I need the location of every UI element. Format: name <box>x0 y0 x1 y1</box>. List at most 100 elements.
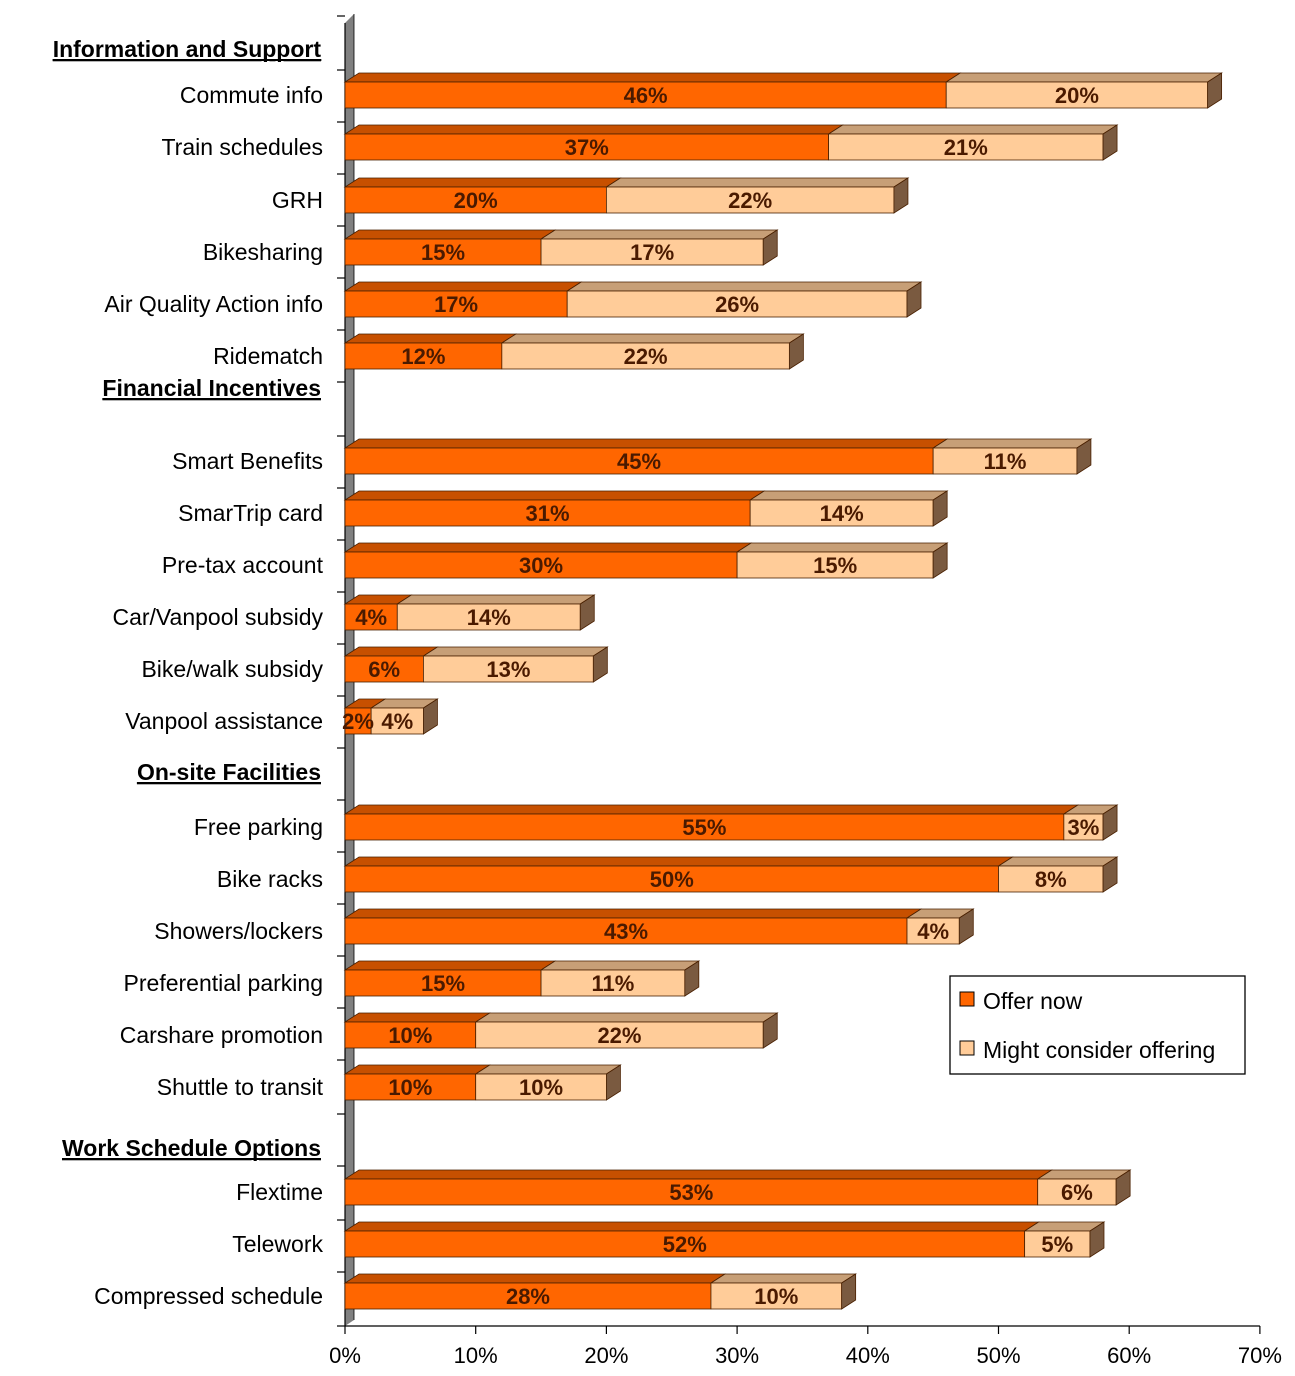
data-label: 17% <box>434 292 478 317</box>
bar-side <box>788 333 804 370</box>
bars-layer <box>343 72 1223 1310</box>
x-tick-label: 40% <box>846 1343 890 1368</box>
bar-might-consider <box>606 186 895 214</box>
data-label: 14% <box>820 501 864 526</box>
data-label: 26% <box>715 292 759 317</box>
bar-might-consider <box>475 1073 607 1101</box>
bar-side <box>1207 72 1223 109</box>
data-label: 21% <box>944 135 988 160</box>
bar-offer-now <box>344 133 829 161</box>
bar-offer-now <box>344 499 751 527</box>
bar-offer-now <box>344 238 542 266</box>
data-label: 31% <box>526 501 570 526</box>
bar-top-offer-now <box>343 177 622 188</box>
bar-side <box>932 490 948 527</box>
bar-top-offer-now <box>343 1064 492 1075</box>
bar-top-offer-now <box>343 1012 492 1023</box>
data-label: 12% <box>401 344 445 369</box>
bar-offer-now <box>344 1282 712 1310</box>
x-tick-label: 50% <box>976 1343 1020 1368</box>
data-label: 3% <box>1068 815 1100 840</box>
data-label: 17% <box>630 240 674 265</box>
data-label: 46% <box>624 83 668 108</box>
data-label: 13% <box>486 657 530 682</box>
bar-top-offer-now <box>343 908 923 919</box>
bar-top-offer-now <box>343 960 557 971</box>
data-label: 53% <box>669 1180 713 1205</box>
bar-might-consider <box>710 1282 843 1310</box>
bar-offer-now <box>344 813 1065 841</box>
data-label: 45% <box>617 449 661 474</box>
data-label: 15% <box>813 553 857 578</box>
bar-side <box>932 542 948 579</box>
data-label: 20% <box>1055 83 1099 108</box>
bar-offer-now <box>344 81 947 109</box>
section-heading: Financial Incentives <box>102 375 321 401</box>
bar-top-might-consider <box>931 438 1093 449</box>
bar-might-consider <box>945 81 1209 109</box>
bar-top-might-consider <box>827 124 1119 135</box>
bar-side <box>1076 438 1092 475</box>
data-label: 15% <box>421 240 465 265</box>
legend-swatch-offer-now <box>959 991 975 1007</box>
bar-top-might-consider <box>474 1012 779 1023</box>
category-label: SmarTrip card <box>178 500 323 526</box>
bar-might-consider <box>932 447 1078 475</box>
bar-might-consider <box>906 917 960 945</box>
x-tick-label: 20% <box>584 1343 628 1368</box>
bar-top-offer-now <box>343 124 844 135</box>
category-label: Vanpool assistance <box>125 708 323 734</box>
bar-offer-now <box>344 707 372 735</box>
data-label: 43% <box>604 919 648 944</box>
data-label: 11% <box>592 971 635 996</box>
bar-top-offer-now <box>343 1273 727 1284</box>
legend-swatch-might-consider <box>959 1040 975 1056</box>
data-label: 11% <box>984 449 1027 474</box>
bar-side <box>1115 1169 1131 1206</box>
data-label: 20% <box>454 188 498 213</box>
bar-top-might-consider <box>735 542 949 553</box>
legend: Offer now Might consider offering <box>949 975 1246 1075</box>
category-label: Air Quality Action info <box>104 291 323 317</box>
bar-might-consider <box>370 707 424 735</box>
bar-side <box>606 1064 621 1101</box>
legend-box <box>949 975 1246 1075</box>
category-label: Showers/lockers <box>154 918 323 944</box>
bar-offer-now <box>344 1178 1039 1206</box>
x-tick-label: 0% <box>329 1343 361 1368</box>
bar-top-might-consider <box>395 594 596 605</box>
bar-offer-now <box>344 1073 477 1101</box>
bar-top-offer-now <box>343 856 1014 867</box>
bar-top-might-consider <box>944 72 1223 83</box>
bar-top-offer-now <box>343 490 766 501</box>
bar-might-consider <box>540 969 686 997</box>
bar-top-offer-now <box>343 438 949 449</box>
bar-offer-now <box>344 603 398 631</box>
bar-top-might-consider <box>997 856 1119 867</box>
x-tick-label: 10% <box>454 1343 498 1368</box>
bar-side <box>762 1012 778 1049</box>
bar-side <box>684 960 700 997</box>
data-label: 10% <box>754 1284 798 1309</box>
category-label: Preferential parking <box>124 970 323 996</box>
data-label: 22% <box>624 344 668 369</box>
bar-side <box>592 646 608 683</box>
bar-offer-now <box>344 447 934 475</box>
section-heading: Work Schedule Options <box>62 1135 321 1161</box>
data-label: 6% <box>1061 1180 1093 1205</box>
category-label: GRH <box>272 187 323 213</box>
bar-offer-now <box>344 1230 1026 1258</box>
data-label: 10% <box>388 1023 432 1048</box>
x-tick-label: 30% <box>715 1343 759 1368</box>
bar-side <box>1089 1221 1105 1258</box>
data-label: 10% <box>519 1075 563 1100</box>
bar-might-consider <box>998 865 1104 893</box>
category-label: Shuttle to transit <box>157 1074 324 1100</box>
bar-top-might-consider <box>709 1273 858 1284</box>
data-label: 14% <box>467 605 511 630</box>
bar-top-offer-now <box>343 1221 1041 1232</box>
bar-top-offer-now <box>343 1169 1054 1180</box>
bar-side <box>841 1273 857 1310</box>
category-label: Free parking <box>194 814 323 840</box>
legend-label-offer-now: Offer now <box>983 988 1083 1014</box>
